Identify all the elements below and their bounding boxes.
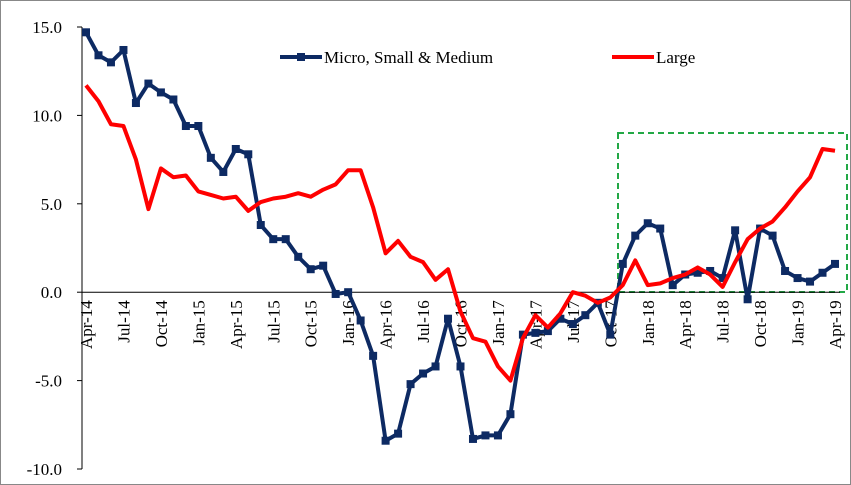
x-tick-label: Jan-17 (489, 300, 508, 346)
marker (206, 153, 215, 162)
marker (506, 410, 515, 419)
marker (194, 122, 203, 131)
x-tick-label: Apr-15 (227, 300, 246, 349)
marker (531, 328, 540, 337)
x-tick-label: Jan-16 (339, 300, 358, 345)
marker (394, 429, 403, 438)
marker (306, 265, 315, 274)
marker (82, 28, 90, 37)
marker (181, 122, 190, 131)
marker (94, 51, 103, 60)
x-tick-label: Oct-18 (751, 300, 770, 347)
marker (468, 434, 477, 443)
marker (219, 167, 228, 176)
marker (656, 224, 665, 233)
marker (119, 45, 128, 54)
y-tick-label: 15.0 (32, 18, 62, 37)
x-tick-label: Jul-15 (264, 300, 283, 343)
marker (231, 144, 240, 153)
marker (281, 235, 290, 244)
marker (693, 268, 702, 277)
x-tick-label: Jan-15 (189, 300, 208, 345)
marker (793, 274, 802, 283)
x-tick-label: Apr-14 (77, 300, 96, 349)
marker (419, 369, 428, 378)
marker (381, 436, 390, 445)
marker (731, 226, 740, 235)
x-tick-label: Apr-18 (676, 300, 695, 349)
marker (269, 235, 278, 244)
marker (356, 316, 365, 325)
marker (581, 311, 590, 320)
marker (818, 268, 827, 277)
legend-label: Large (656, 48, 695, 67)
marker (294, 252, 303, 261)
marker (444, 314, 453, 323)
x-tick-label: Jan-18 (639, 300, 658, 345)
marker (606, 330, 615, 339)
marker (431, 362, 440, 371)
x-tick-label: Apr-17 (526, 300, 545, 349)
marker (156, 88, 165, 97)
marker (481, 431, 490, 440)
marker (806, 277, 815, 286)
marker (718, 274, 727, 283)
x-tick-label: Jul-18 (714, 300, 733, 343)
marker (106, 58, 115, 67)
marker (406, 380, 415, 389)
marker (706, 266, 715, 275)
marker (831, 259, 839, 268)
marker (144, 79, 153, 88)
line (84, 84, 836, 383)
x-tick-label: Oct-15 (302, 300, 321, 347)
marker (568, 320, 577, 329)
marker (456, 362, 465, 371)
legend-label: Micro, Small & Medium (324, 48, 493, 67)
marker (169, 95, 178, 104)
marker (493, 431, 502, 440)
marker (743, 295, 752, 304)
y-tick-label: 0.0 (41, 283, 62, 302)
marker (331, 289, 340, 298)
marker (668, 281, 677, 290)
marker (768, 231, 777, 240)
marker (131, 99, 140, 108)
legend-marker (297, 53, 305, 61)
marker (781, 266, 790, 275)
marker (643, 219, 652, 228)
marker (256, 221, 265, 230)
y-tick-label: 10.0 (32, 106, 62, 125)
marker (344, 288, 353, 297)
y-tick-label: -10.0 (27, 460, 62, 479)
marker (631, 231, 640, 240)
y-tick-label: -5.0 (35, 372, 62, 391)
x-tick-label: Jul-16 (414, 300, 433, 343)
marker (543, 327, 552, 336)
x-tick-label: Jul-14 (114, 300, 133, 343)
x-tick-label: Apr-19 (826, 300, 845, 349)
x-tick-label: Oct-14 (152, 300, 171, 348)
x-tick-label: Apr-16 (377, 300, 396, 349)
marker (618, 259, 627, 268)
marker (369, 351, 378, 360)
y-tick-label: 5.0 (41, 195, 62, 214)
marker (556, 314, 565, 323)
marker (319, 261, 328, 270)
x-tick-label: Jan-19 (789, 300, 808, 345)
marker (244, 150, 253, 159)
x-tick-label: Oct-16 (452, 300, 471, 347)
